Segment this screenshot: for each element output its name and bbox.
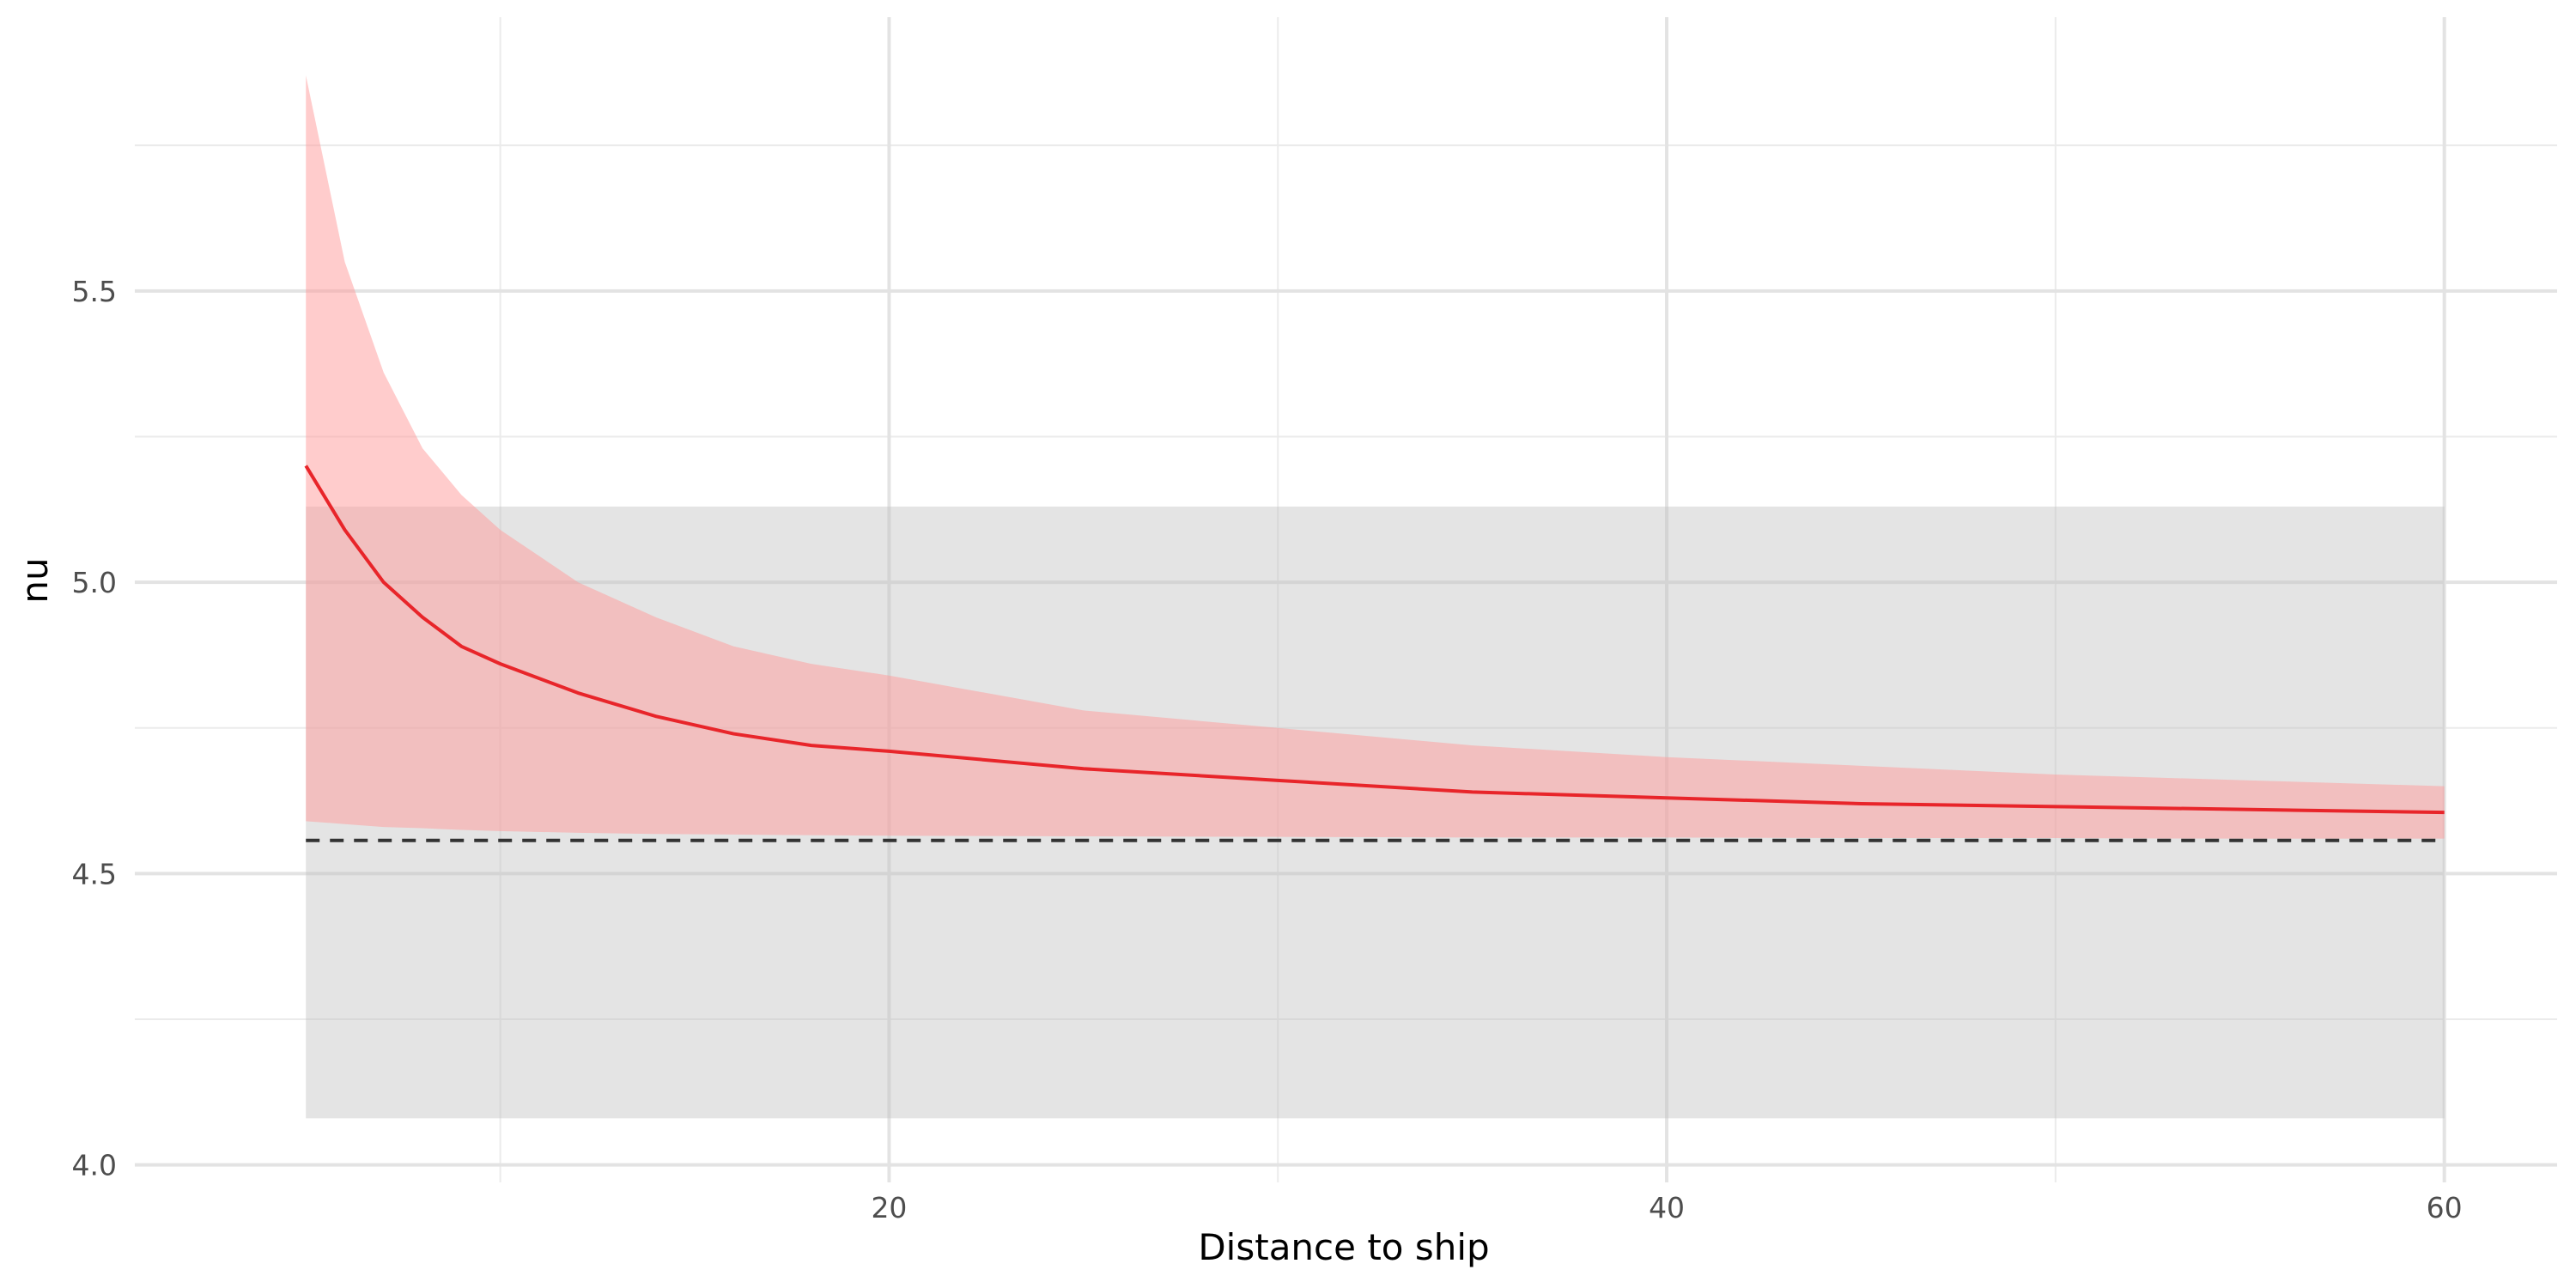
y-tick-label: 4.0 [72, 1149, 117, 1182]
x-tick-label: 40 [1649, 1191, 1685, 1224]
y-tick-label: 4.5 [72, 857, 117, 890]
series-confidence-band [306, 75, 2445, 839]
tick-labels: 20 40 60 4.0 4.5 5.0 5.5 [72, 275, 2463, 1224]
y-tick-label: 5.5 [72, 275, 117, 308]
y-tick-label: 5.0 [72, 566, 117, 599]
x-tick-label: 60 [2427, 1191, 2463, 1224]
x-axis-title: Distance to ship [1198, 1226, 1489, 1268]
y-axis-title: nu [14, 557, 56, 603]
plot-area [304, 75, 2445, 1119]
x-tick-label: 20 [871, 1191, 907, 1224]
series-line [304, 465, 2445, 815]
major-gridlines [135, 17, 2557, 1182]
